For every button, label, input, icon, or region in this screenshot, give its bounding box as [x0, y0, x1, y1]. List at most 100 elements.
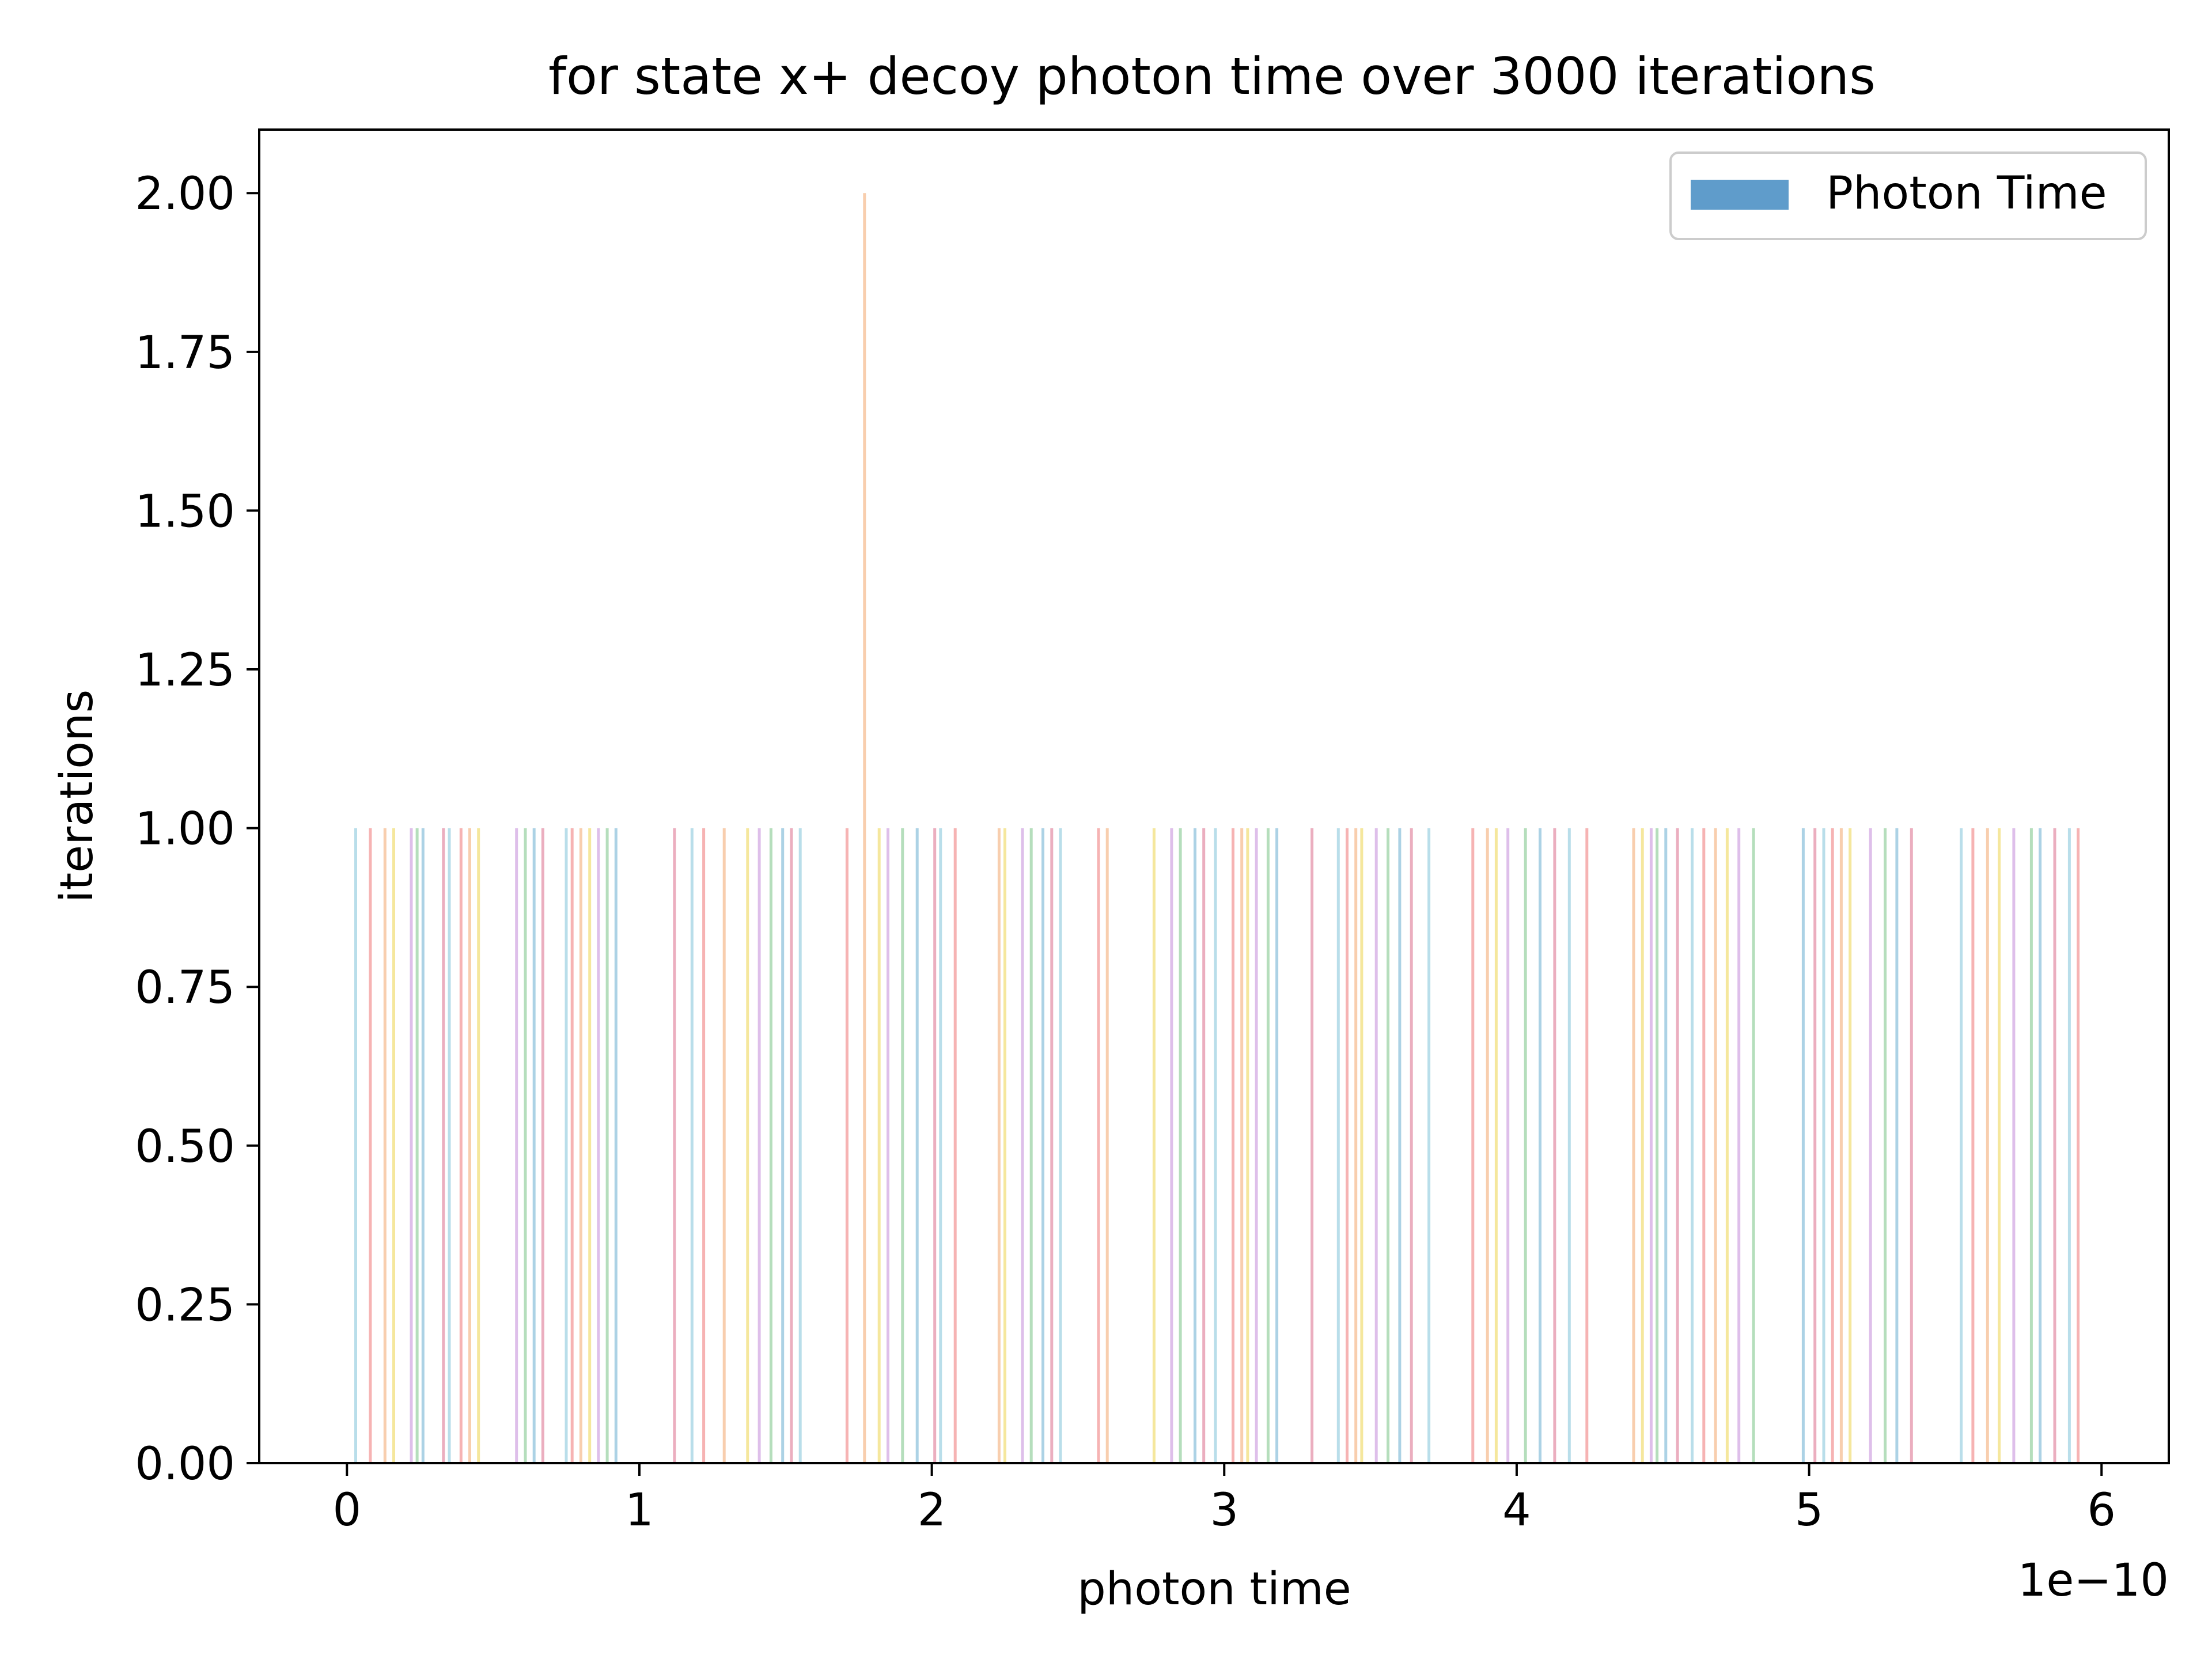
- histogram-bar: [1097, 828, 1100, 1463]
- histogram-bar: [1041, 828, 1044, 1463]
- histogram-bar: [1214, 828, 1217, 1463]
- histogram-bar: [1971, 828, 1975, 1463]
- histogram-bar: [887, 828, 889, 1463]
- y-tick-label: 0.50: [135, 1121, 235, 1173]
- histogram-bar: [1152, 828, 1156, 1463]
- histogram-bar: [588, 828, 592, 1463]
- histogram-bar: [1998, 828, 2001, 1463]
- histogram-bar: [798, 828, 802, 1463]
- histogram-bar: [722, 828, 726, 1463]
- histogram-bar: [421, 828, 425, 1463]
- histogram-bar: [468, 828, 471, 1463]
- histogram-bar: [1960, 828, 1963, 1463]
- histogram-bar: [1664, 828, 1668, 1463]
- x-tick-label: 2: [918, 1484, 946, 1536]
- histogram-bar: [939, 828, 942, 1463]
- histogram-bar: [863, 193, 866, 1464]
- x-tick-label: 0: [332, 1484, 361, 1536]
- histogram-bar: [1553, 828, 1556, 1463]
- histogram-bar: [1539, 828, 1541, 1463]
- histogram-bar: [1813, 828, 1817, 1463]
- x-tick-label: 1: [625, 1484, 654, 1536]
- histogram-bar: [1003, 828, 1006, 1463]
- histogram-bar: [673, 828, 676, 1463]
- x-tick-label: 5: [1795, 1484, 1824, 1536]
- histogram-bar: [1266, 828, 1270, 1463]
- histogram-bar: [1656, 828, 1659, 1463]
- histogram-bar: [1585, 828, 1589, 1463]
- chart-title: for state x+ decoy photon time over 3000…: [548, 47, 1876, 106]
- histogram-bar: [369, 828, 372, 1463]
- histogram-bar: [614, 828, 618, 1463]
- histogram-bar: [354, 828, 357, 1463]
- histogram-bar: [1246, 828, 1249, 1463]
- histogram-bar: [1336, 828, 1340, 1463]
- y-tick-label: 2.00: [135, 168, 235, 220]
- histogram-bar: [410, 828, 413, 1463]
- histogram-bar: [1839, 828, 1843, 1463]
- histogram-bar: [1255, 828, 1258, 1463]
- histogram-bar: [746, 828, 749, 1463]
- histogram-bar: [2039, 828, 2042, 1463]
- histogram-bar: [1895, 828, 1899, 1463]
- histogram-bar: [1506, 828, 1510, 1463]
- histogram-bar: [901, 828, 904, 1463]
- histogram-bar: [477, 828, 480, 1463]
- x-axis-offset-label: 1e−10: [2018, 1555, 2169, 1607]
- histogram-bar: [1194, 828, 1196, 1463]
- histogram-bar: [1021, 828, 1024, 1463]
- bars-layer: [354, 193, 2080, 1464]
- histogram-bar: [1232, 828, 1234, 1463]
- histogram-bar: [1387, 828, 1390, 1463]
- legend: Photon Time: [1669, 151, 2147, 240]
- histogram-bar: [953, 828, 957, 1463]
- histogram-bar: [933, 828, 937, 1463]
- histogram-bar: [1849, 828, 1852, 1463]
- histogram-bar: [1354, 828, 1358, 1463]
- histogram-bar: [541, 828, 544, 1463]
- histogram-bar: [702, 828, 706, 1463]
- histogram-bar: [757, 828, 761, 1463]
- histogram-bar: [1831, 828, 1834, 1463]
- histogram-bar: [1567, 828, 1571, 1463]
- y-axis-label: iterations: [51, 690, 103, 903]
- histogram-bar: [442, 828, 445, 1463]
- histogram-bar: [2029, 828, 2033, 1463]
- y-tick-label: 1.50: [135, 486, 235, 537]
- histogram-bar: [1240, 828, 1244, 1463]
- y-axis: 0.00 0.25 0.50 0.75 1.00 1.25 1.50 1.75 2.00: [135, 168, 259, 1490]
- histogram-bar: [915, 828, 919, 1463]
- y-tick-label: 0.25: [135, 1279, 235, 1331]
- histogram-bar: [570, 828, 574, 1463]
- histogram-bar: [1641, 828, 1644, 1463]
- histogram-bar: [877, 828, 881, 1463]
- histogram-bar: [1494, 828, 1498, 1463]
- histogram-bar: [1360, 828, 1363, 1463]
- histogram-bar: [524, 828, 527, 1463]
- histogram-bar: [1822, 828, 1825, 1463]
- x-tick-label: 4: [1502, 1484, 1531, 1536]
- histogram-bar: [532, 828, 536, 1463]
- histogram-bar: [1752, 828, 1755, 1463]
- histogram-bar: [1725, 828, 1729, 1463]
- histogram-bar: [1105, 828, 1109, 1463]
- histogram-bar: [1310, 828, 1314, 1463]
- histogram-bar: [392, 828, 395, 1463]
- histogram-bar: [790, 828, 793, 1463]
- histogram-bar: [1801, 828, 1805, 1463]
- histogram-bar: [565, 828, 568, 1463]
- histogram-bar: [2067, 828, 2071, 1463]
- histogram-bar: [579, 828, 582, 1463]
- histogram-bar: [1029, 828, 1033, 1463]
- histogram-bar: [1737, 828, 1741, 1463]
- plot-frame: [258, 128, 2170, 1464]
- histogram-bar: [383, 828, 387, 1463]
- histogram-bar: [690, 828, 694, 1463]
- histogram-bar: [1398, 828, 1402, 1463]
- histogram-bar: [1471, 828, 1475, 1463]
- histogram-bar: [2077, 828, 2080, 1463]
- histogram-bar: [1869, 828, 1872, 1463]
- histogram-bar: [1702, 828, 1706, 1463]
- histogram-bar: [997, 828, 1001, 1463]
